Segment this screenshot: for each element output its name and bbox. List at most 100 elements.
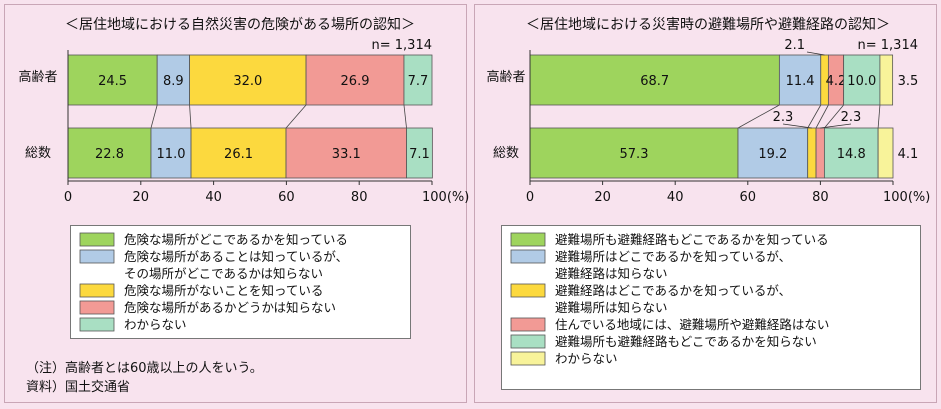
- right-value-label-0-0: 68.7: [640, 74, 669, 89]
- right-value-label-0-4: 10.0: [847, 74, 876, 89]
- right-value-label-1-4: 14.8: [837, 147, 866, 162]
- right-tick-label-3: 60: [740, 190, 757, 205]
- left-tick-label-2: 40: [205, 190, 222, 205]
- left-connector-0: [150, 104, 158, 129]
- right-small-value-labels: [782, 51, 852, 129]
- right-bar-1-1: [737, 127, 809, 179]
- left-legend-swatch-0: [79, 232, 115, 247]
- right-connector-1: [807, 104, 822, 129]
- left-bar-1-3: [285, 127, 407, 179]
- right-bar-1-0: [529, 127, 739, 179]
- right-bar-1-3: [815, 127, 825, 179]
- right-value-label-0-1: 11.4: [786, 74, 815, 89]
- right-chart-title: ＜居住地域における災害時の避難場所や避難経路の認知＞: [526, 16, 890, 33]
- right-bar-0-5: [879, 54, 894, 106]
- left-legend: 危険な場所がどこであるかを知っている危険な場所があることは知っているが、その場所…: [79, 232, 348, 332]
- right-legend-swatch-3: [510, 317, 546, 332]
- left-bar-0-2: [189, 54, 307, 106]
- left-value-label-1-1: 11.0: [157, 147, 186, 162]
- right-bar-0-4: [843, 54, 881, 106]
- left-tick-label-1: 20: [133, 190, 150, 205]
- left-value-label-1-4: 7.1: [409, 147, 430, 162]
- right-legend-label-0-0: 避難場所も避難経路もどこであるかを知っている: [555, 232, 829, 247]
- left-legend-label-1-1: その場所がどこであるかは知らない: [124, 266, 323, 281]
- right-legend-label-3-0: 住んでいる地域には、避難場所や避難経路はない: [555, 317, 829, 332]
- left-legend-swatch-3: [79, 300, 115, 315]
- left-tick-label-3: 60: [278, 190, 295, 205]
- right-value-label-1-0: 57.3: [620, 147, 649, 162]
- left-legend-label-4-0: わからない: [124, 317, 187, 332]
- right-legend-label-1-0: 避難場所はどこであるかを知っているが、: [555, 249, 791, 264]
- right-sample-size: n= 1,314: [858, 38, 918, 53]
- left-value-label-0-3: 26.9: [341, 74, 370, 89]
- right-legend-swatch-4: [510, 334, 546, 349]
- right-connector-lines: [737, 104, 881, 129]
- left-legend-swatch-2: [79, 283, 115, 298]
- left-value-label-0-1: 8.9: [163, 74, 184, 89]
- left-value-label-1-2: 26.1: [224, 147, 253, 162]
- right-value-label-1-3: 2.3: [841, 110, 862, 125]
- right-bar-0-1: [778, 54, 822, 106]
- right-leader-line-1-3: [820, 123, 852, 129]
- right-tick-label-5: 100(%): [883, 190, 930, 205]
- left-bar-1-2: [190, 127, 287, 179]
- left-x-axis: 0 20 40 60 80 100(%): [64, 50, 469, 205]
- left-bar-1-4: [406, 127, 433, 179]
- right-connector-2: [815, 104, 829, 129]
- left-tick-label-0: 0: [64, 190, 72, 205]
- right-value-label-0-3: 4.2: [826, 74, 847, 89]
- right-legend-swatch-0: [510, 232, 546, 247]
- right-legend-label-2-0: 避難経路はどこであるかを知っているが、: [555, 283, 791, 298]
- right-category-label-elderly: 高齢者: [486, 69, 525, 85]
- left-category-label-total: 総数: [25, 146, 51, 161]
- left-sample-size: n= 1,314: [372, 38, 432, 53]
- right-bar-0-0: [529, 54, 780, 106]
- right-tick-label-4: 80: [812, 190, 829, 205]
- left-connector-2: [285, 104, 307, 129]
- left-connector-1: [189, 104, 192, 129]
- right-legend-swatch-1: [510, 249, 546, 264]
- left-value-label-0-0: 24.5: [98, 74, 127, 89]
- right-leader-line-1-2: [782, 123, 812, 129]
- left-category-label-elderly: 高齢者: [18, 69, 57, 85]
- left-value-label-1-3: 33.1: [332, 147, 361, 162]
- left-legend-label-2-0: 危険な場所がないことを知っている: [124, 283, 323, 298]
- right-value-label-1-5: 4.1: [898, 147, 919, 162]
- left-legend-label-3-0: 危険な場所があるかどうかは知らない: [124, 300, 336, 315]
- left-connector-3: [403, 104, 407, 129]
- right-value-label-1-1: 19.2: [758, 147, 787, 162]
- right-category-label-total: 総数: [493, 146, 519, 161]
- right-connector-0: [737, 104, 780, 129]
- left-legend-box: [70, 225, 411, 339]
- right-x-axis: 0 20 40 60 80 100(%): [526, 50, 930, 205]
- note-text: （注）高齢者とは60歳以上の人をいう。: [26, 360, 263, 376]
- right-value-label-1-2: 2.3: [773, 110, 794, 125]
- right-leader-line-0-2: [806, 51, 825, 56]
- right-value-label-0-5: 3.5: [898, 74, 919, 89]
- left-tick-label-4: 80: [351, 190, 368, 205]
- right-bar-1-5: [877, 127, 894, 179]
- right-legend-label-4-0: 避難場所も避難経路もどこであるかを知らない: [555, 334, 817, 349]
- right-legend-label-5-0: わからない: [555, 351, 618, 366]
- left-tick-label-5: 100(%): [422, 190, 469, 205]
- right-legend-label-1-1: 避難経路は知らない: [555, 266, 668, 281]
- left-bar-0-0: [67, 54, 158, 106]
- left-legend-label-1-0: 危険な場所があることは知っているが、: [124, 249, 348, 264]
- right-value-label-0-2: 2.1: [784, 38, 805, 53]
- left-bar-0-3: [305, 54, 405, 106]
- source-text: 資料）国土交通省: [26, 379, 130, 395]
- right-tick-label-0: 0: [526, 190, 534, 205]
- left-connector-lines: [150, 104, 407, 129]
- right-bar-1-2: [807, 127, 817, 179]
- left-legend-label-0-0: 危険な場所がどこであるかを知っている: [124, 232, 348, 247]
- left-legend-swatch-1: [79, 249, 115, 264]
- left-value-label-1-0: 22.8: [95, 147, 124, 162]
- left-value-label-0-2: 32.0: [233, 74, 262, 89]
- right-legend-box: [501, 225, 921, 390]
- right-connector-3: [824, 104, 844, 129]
- right-plot: 68.7 11.4 2.1 4.2 10.0 3.5 57.3 19.2 2.3 2.3 14.8 4…: [529, 38, 919, 179]
- left-legend-swatch-4: [79, 317, 115, 332]
- left-bar-1-0: [67, 127, 152, 179]
- left-chart-title: ＜居住地域における自然災害の危険がある場所の認知＞: [65, 16, 415, 33]
